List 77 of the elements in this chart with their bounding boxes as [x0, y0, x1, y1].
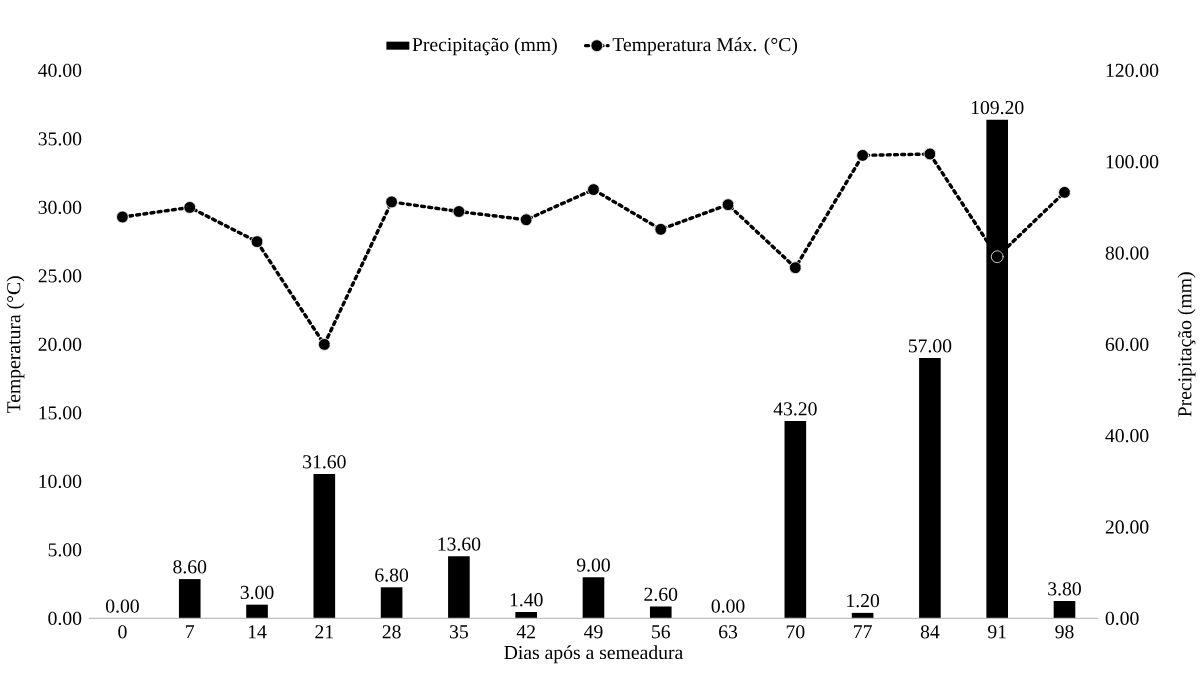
point: [990, 250, 1004, 263]
point: [789, 261, 802, 274]
data-label: 1.20: [847, 593, 880, 608]
point: [587, 183, 600, 196]
bar: [649, 606, 672, 619]
point: [452, 205, 466, 218]
x-tick-label: 0: [118, 625, 127, 639]
bar: [919, 358, 941, 619]
bar: [313, 474, 336, 619]
y-axis-title: Temperatura (°C): [6, 276, 25, 414]
bar: [178, 579, 201, 619]
y-tick-label: 20.00: [38, 337, 82, 352]
y-tick-label: 40.00: [38, 63, 82, 78]
x-tick-label: 14: [248, 625, 267, 639]
y2-tick-label: 0.00: [1105, 611, 1139, 626]
x-tick-label: 28: [382, 625, 401, 639]
x-tick-label: 91: [988, 625, 1006, 639]
bar: [1053, 600, 1076, 619]
data-label: 13.60: [438, 537, 481, 551]
data-label: 0.00: [711, 599, 745, 613]
y-tick-label: 30.00: [38, 200, 82, 215]
data-label: 43.20: [773, 402, 817, 416]
data-label: 3.80: [1048, 582, 1081, 596]
point: [721, 198, 735, 211]
y2-tick-label: 40.00: [1105, 429, 1149, 443]
y-tick-label: 35.00: [38, 132, 82, 146]
y-tick-label: 25.00: [38, 269, 82, 283]
data-label: 57.00: [908, 339, 952, 353]
bar: [246, 604, 268, 619]
point: [318, 338, 331, 351]
x-axis-title: Dias após a semeadura: [504, 645, 683, 664]
y2-axis-title: Precipitação (mm): [1177, 272, 1196, 417]
point: [923, 147, 937, 161]
point: [183, 201, 197, 214]
y2-tick-label: 80.00: [1105, 246, 1149, 260]
point: [654, 223, 668, 236]
data-label: 0.00: [105, 599, 139, 613]
y2-tick-label: 60.00: [1105, 337, 1149, 352]
x-tick-label: 49: [584, 625, 603, 639]
bar: [515, 611, 537, 619]
data-label: 1.40: [510, 593, 543, 607]
y2-tick-label: 120.00: [1106, 63, 1159, 78]
y2-tick-label: 100.00: [1106, 155, 1159, 169]
y-tick-label: 10.00: [39, 474, 82, 489]
y-tick-label: 15.00: [39, 406, 82, 420]
y-tick-label: 5.00: [48, 543, 82, 557]
x-tick-label: 56: [652, 625, 671, 639]
bar: [582, 577, 605, 619]
x-tick-label: 98: [1055, 625, 1074, 639]
bar: [380, 587, 403, 619]
x-tick-label: 77: [854, 625, 872, 639]
bar: [784, 421, 807, 619]
x-tick-label: 70: [786, 625, 805, 639]
data-label: 3.00: [240, 585, 274, 600]
point: [116, 210, 129, 224]
y2-tick-label: 20.00: [1105, 520, 1149, 534]
legend-label: Temperatura Máx. (°C): [612, 37, 798, 56]
point: [519, 213, 533, 227]
point: [1058, 186, 1071, 199]
point: [385, 195, 398, 209]
x-tick-label: 84: [920, 625, 940, 639]
x-tick-label: 7: [186, 625, 195, 639]
bar: [448, 556, 470, 619]
legend-label: Precipitação (mm): [412, 37, 557, 56]
data-label: 31.60: [303, 455, 346, 469]
x-tick-label: 63: [719, 625, 738, 639]
data-label: 8.60: [173, 560, 207, 574]
data-label: 6.80: [375, 568, 409, 582]
data-label: 9.00: [576, 558, 610, 572]
x-tick-label: 35: [450, 625, 468, 639]
point: [250, 235, 264, 248]
data-label: 2.60: [644, 587, 678, 601]
x-tick-label: 42: [516, 625, 535, 639]
data-label: 109.20: [971, 100, 1024, 115]
y-tick-label: 0.00: [48, 611, 82, 626]
x-tick-label: 21: [315, 625, 333, 639]
point: [856, 149, 869, 162]
